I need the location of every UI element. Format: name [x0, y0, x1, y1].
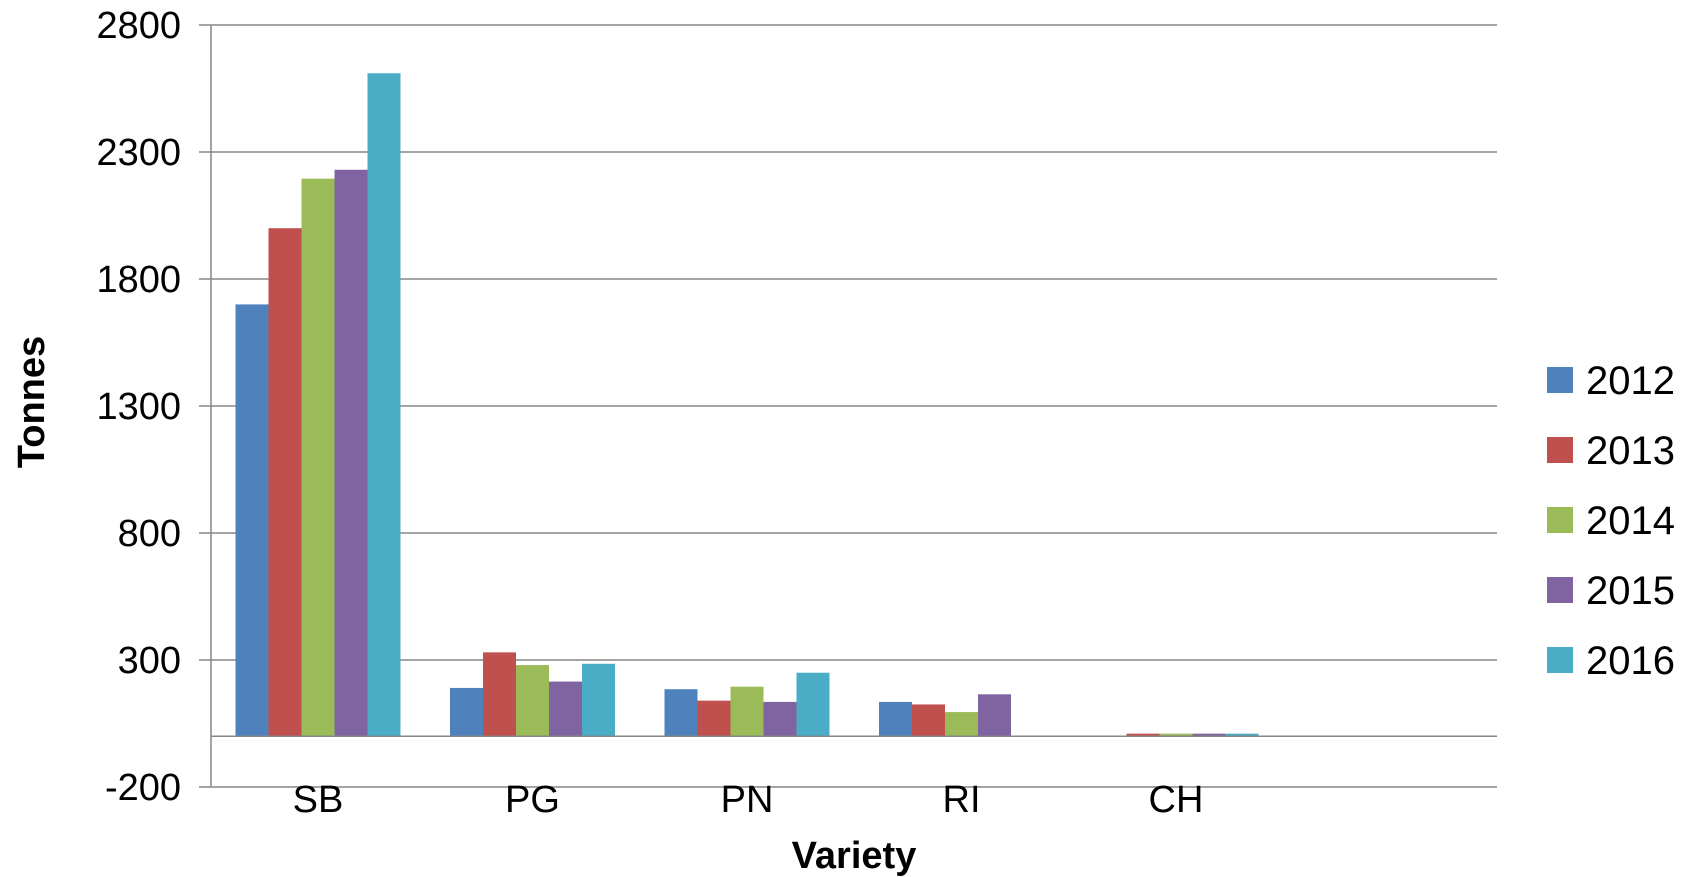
bar-PG-2012	[450, 687, 483, 737]
bar-CH-2016	[1225, 733, 1259, 737]
bar-RI-2015	[978, 694, 1011, 737]
legend-swatch	[1547, 647, 1573, 673]
bars	[235, 73, 1259, 737]
y-tick-label: 2800	[96, 5, 181, 47]
legend-swatch	[1547, 577, 1573, 603]
x-tick-labels: SB PG PN RI CH	[293, 779, 1204, 821]
bar-RI-2013	[912, 704, 945, 737]
x-tick-label: SB	[293, 779, 344, 821]
x-tick-label: PN	[721, 779, 774, 821]
y-tick-label: 300	[118, 640, 181, 682]
bar-SB-2016	[367, 73, 401, 737]
bar-PG-2014	[516, 665, 549, 737]
y-tick-label: 1300	[96, 386, 181, 428]
bar-PN-2014	[730, 686, 764, 737]
gridlines	[199, 24, 1497, 788]
bar-PG-2013	[483, 652, 516, 737]
legend-swatch	[1547, 367, 1573, 393]
legend: 2012 2013 2014 2015 2016	[1547, 359, 1675, 683]
x-tick-label: CH	[1149, 779, 1204, 821]
bar-SB-2015	[334, 169, 368, 737]
y-tick-label: 2300	[96, 132, 181, 174]
y-axis-title: Tonnes	[11, 336, 53, 468]
bar-CH-2014	[1159, 733, 1193, 737]
bar-SB-2014	[301, 178, 335, 737]
bar-PG-2015	[549, 681, 582, 737]
bar-SB-2012	[235, 304, 269, 737]
legend-swatch	[1547, 437, 1573, 463]
y-tick-label: 1800	[96, 259, 181, 301]
x-tick-label: RI	[943, 779, 981, 821]
bar-CH-2015	[1192, 733, 1226, 737]
bar-PN-2016	[796, 672, 830, 737]
bar-RI-2014	[945, 712, 978, 737]
legend-label: 2013	[1586, 429, 1675, 473]
x-axis-title: Variety	[792, 835, 917, 877]
legend-swatch	[1547, 507, 1573, 533]
bar-PG-2016	[582, 663, 615, 737]
legend-label: 2012	[1586, 359, 1675, 403]
y-tick-labels: -200 300 800 1300 1800 2300 2800	[96, 5, 181, 809]
x-tick-label: PG	[505, 779, 560, 821]
bar-RI-2012	[879, 701, 912, 737]
bar-SB-2013	[268, 228, 302, 737]
bar-PN-2012	[664, 689, 698, 737]
legend-label: 2015	[1586, 569, 1675, 613]
bar-CH-2013	[1126, 733, 1160, 737]
y-tick-label: 800	[118, 513, 181, 555]
bar-PN-2013	[697, 700, 731, 737]
y-tick-label: -200	[105, 767, 181, 809]
legend-label: 2014	[1586, 499, 1675, 543]
axes	[210, 25, 1497, 787]
legend-label: 2016	[1586, 639, 1675, 683]
bar-PN-2015	[763, 701, 797, 737]
